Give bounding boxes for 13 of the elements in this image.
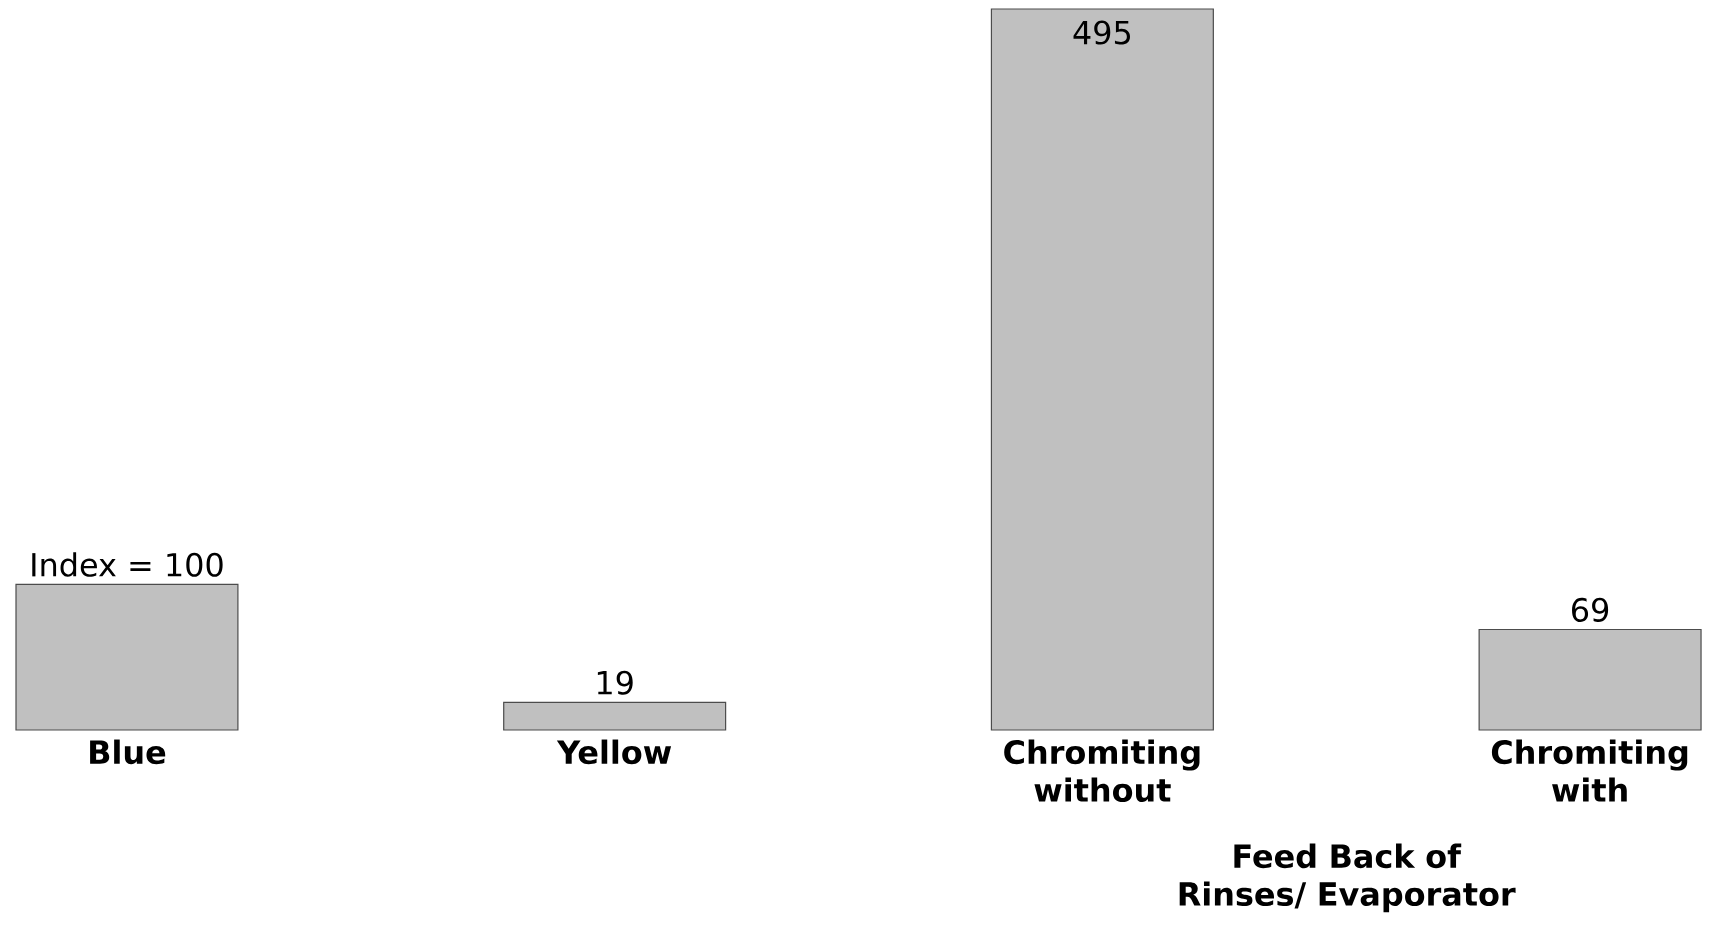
data-label: 19 <box>597 670 633 695</box>
data-label: Index = 100 <box>32 552 223 577</box>
bar <box>990 8 1214 731</box>
data-label: 495 <box>1073 20 1130 45</box>
bar <box>503 701 727 731</box>
bar <box>1478 628 1702 731</box>
text: Feed Back of Rinses/ Evaporator <box>1179 843 1516 913</box>
x-tick-label: Chromiting with <box>1491 739 1688 802</box>
bar <box>15 583 239 731</box>
x-tick-label: Blue <box>90 739 166 765</box>
data-label: 69 <box>1572 597 1609 622</box>
x-tick-label: Yellow <box>556 739 672 765</box>
x-tick-label: Chromiting without <box>1004 739 1200 803</box>
